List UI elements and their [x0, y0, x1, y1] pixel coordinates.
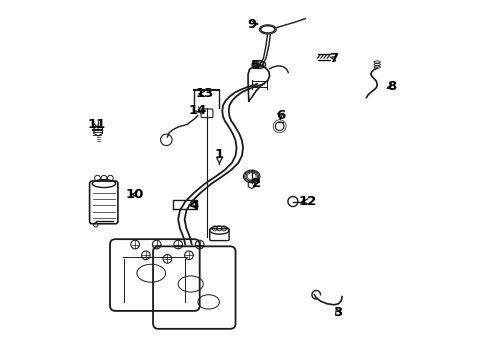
Text: 13: 13 [195, 87, 213, 100]
Text: 9: 9 [247, 18, 257, 31]
Text: 12: 12 [298, 195, 316, 208]
Text: 1: 1 [214, 148, 224, 164]
Text: 4: 4 [188, 199, 198, 212]
Text: 8: 8 [386, 80, 395, 93]
Text: 5: 5 [250, 59, 262, 72]
Text: 6: 6 [275, 109, 285, 122]
Text: 11: 11 [87, 118, 106, 131]
Text: 3: 3 [332, 306, 342, 319]
Text: 10: 10 [126, 188, 144, 201]
Text: 2: 2 [252, 177, 261, 190]
Text: 14: 14 [188, 104, 206, 117]
Text: 7: 7 [329, 51, 338, 64]
